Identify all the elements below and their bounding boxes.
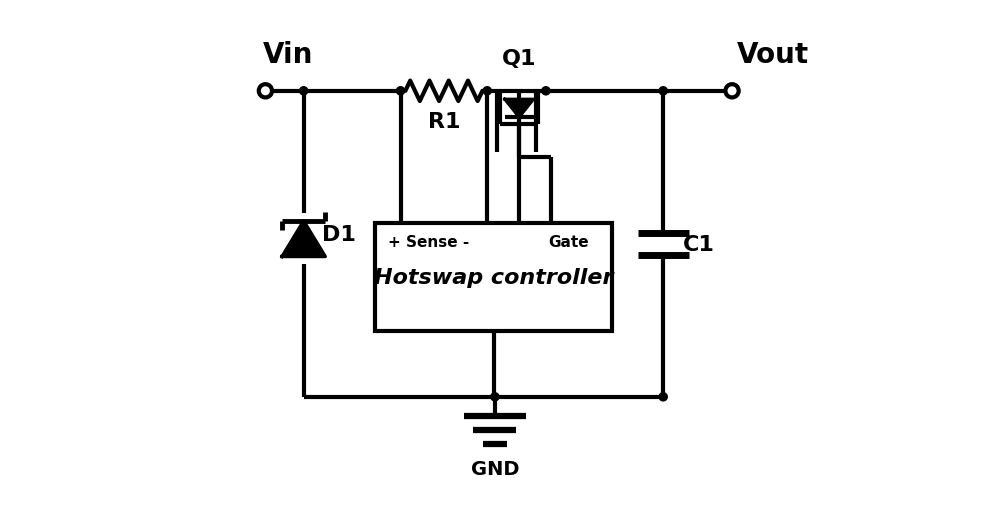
- Circle shape: [659, 393, 667, 401]
- Text: C1: C1: [683, 234, 714, 254]
- Text: Vin: Vin: [263, 41, 313, 69]
- Text: Vout: Vout: [737, 41, 809, 69]
- Circle shape: [483, 88, 491, 96]
- Text: + Sense -: + Sense -: [388, 234, 469, 249]
- Circle shape: [300, 88, 308, 96]
- Circle shape: [491, 393, 499, 401]
- Text: Gate: Gate: [548, 234, 589, 249]
- Text: Q1: Q1: [502, 48, 536, 69]
- FancyBboxPatch shape: [375, 224, 612, 331]
- Text: Hotswap controller: Hotswap controller: [374, 267, 613, 288]
- Circle shape: [542, 88, 550, 96]
- Text: GND: GND: [471, 459, 519, 478]
- Polygon shape: [282, 221, 325, 257]
- Polygon shape: [505, 100, 534, 118]
- Text: D1: D1: [322, 224, 355, 244]
- Circle shape: [659, 88, 667, 96]
- Text: R1: R1: [428, 112, 460, 132]
- Circle shape: [396, 88, 405, 96]
